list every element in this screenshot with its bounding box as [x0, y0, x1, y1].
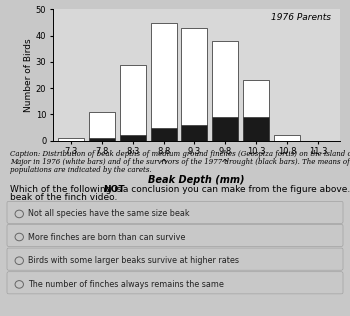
Bar: [274, 135, 300, 141]
Text: beak of the finch video.: beak of the finch video.: [10, 193, 118, 202]
Bar: [120, 135, 146, 141]
Text: Not all species have the same size beak: Not all species have the same size beak: [28, 210, 190, 218]
Bar: [243, 80, 269, 141]
Text: Major in 1976 (white bars) and of the survivors of the 1977 drought (black bars): Major in 1976 (white bars) and of the su…: [10, 158, 350, 166]
Bar: [150, 23, 176, 141]
Text: The number of finches always remains the same: The number of finches always remains the…: [28, 280, 224, 289]
Bar: [212, 41, 238, 141]
Text: NOT: NOT: [103, 185, 125, 194]
Bar: [212, 117, 238, 141]
Bar: [89, 112, 115, 141]
Text: 1976 Parents: 1976 Parents: [271, 13, 331, 22]
Bar: [120, 64, 146, 141]
Bar: [58, 138, 84, 141]
Bar: [243, 117, 269, 141]
Text: Which of the following is: Which of the following is: [10, 185, 125, 194]
Y-axis label: Number of Birds: Number of Birds: [24, 38, 33, 112]
Text: Birds with some larger beaks survive at higher rates: Birds with some larger beaks survive at …: [28, 256, 239, 265]
Text: a conclusion you can make from the figure above.  Think back to the: a conclusion you can make from the figur…: [120, 185, 350, 194]
Bar: [182, 28, 208, 141]
Bar: [150, 127, 176, 141]
Bar: [182, 125, 208, 141]
Text: ^: ^: [221, 159, 229, 169]
Bar: [89, 138, 115, 141]
X-axis label: Beak Depth (mm): Beak Depth (mm): [148, 175, 244, 185]
Text: More finches are born than can survive: More finches are born than can survive: [28, 233, 186, 241]
Text: Caption: Distribution of beak depths of medium ground finches (Geospiza fortis) : Caption: Distribution of beak depths of …: [10, 150, 350, 158]
Text: populations are indicated by the carets.: populations are indicated by the carets.: [10, 166, 152, 174]
Text: ^: ^: [160, 159, 168, 169]
